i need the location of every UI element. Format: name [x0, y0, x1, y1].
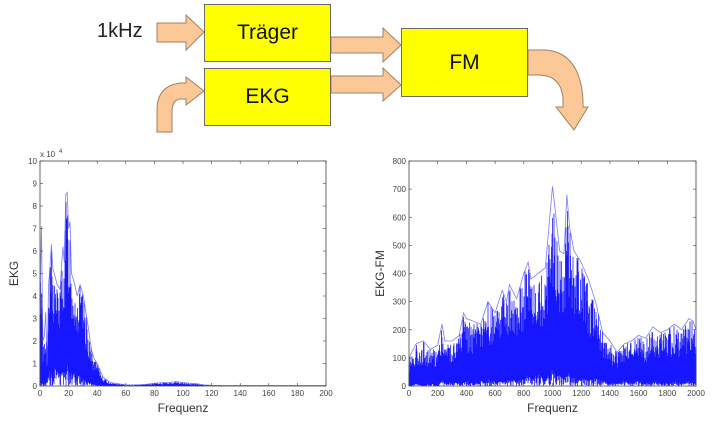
- x-tick-label: 200: [319, 389, 333, 398]
- y-tick-label: 8: [33, 202, 38, 211]
- fm-box: FM: [401, 28, 528, 97]
- carrier-to-fm-arrow: [330, 26, 402, 64]
- x-tick-label: 40: [93, 389, 102, 398]
- spectrum-peak-line: [39, 191, 326, 386]
- y-tick-label: 700: [393, 185, 407, 194]
- y-tick-label: 2: [33, 337, 38, 346]
- x-tick-label: 1000: [544, 389, 562, 398]
- y-tick-label: 200: [393, 326, 407, 335]
- x-tick-label: 200: [431, 389, 445, 398]
- x-tick-label: 2000: [687, 389, 705, 398]
- y-axis-label: EKG-FM: [373, 250, 387, 297]
- x-tick-label: 20: [64, 389, 73, 398]
- x-tick-label: 0: [407, 389, 412, 398]
- x-tick-label: 1400: [601, 389, 619, 398]
- fm-output-curved-arrow: [527, 49, 589, 131]
- x-tick-label: 180: [291, 389, 305, 398]
- y-tick-label: 800: [393, 157, 407, 166]
- y-tick-label: 10: [28, 157, 37, 166]
- carrier-box: Träger: [204, 4, 331, 62]
- x-tick-label: 160: [262, 389, 276, 398]
- y-tick-label: 0: [33, 382, 38, 391]
- x-tick-label: 400: [460, 389, 474, 398]
- x-axis-label: Frequenz: [158, 401, 209, 415]
- ecg-input-curved-arrow: [156, 75, 205, 133]
- x-tick-label: 800: [517, 389, 531, 398]
- x-tick-label: 1800: [658, 389, 676, 398]
- x-tick-label: 1600: [630, 389, 648, 398]
- input-frequency-label: 1kHz: [97, 20, 143, 42]
- x-tick-label: 600: [488, 389, 502, 398]
- y-multiplier-label: x 10: [40, 150, 56, 159]
- x-axis-label: Frequenz: [527, 401, 578, 415]
- y-tick-label: 5: [33, 270, 38, 279]
- input-arrow-1khz: [156, 13, 205, 52]
- y-tick-label: 3: [33, 315, 38, 324]
- x-tick-label: 80: [150, 389, 159, 398]
- y-tick-label: 400: [393, 270, 407, 279]
- signal-flow-arrows: [156, 13, 589, 133]
- y-tick-label: 500: [393, 241, 407, 250]
- y-tick-label: 100: [393, 354, 407, 363]
- spectrum-series: [39, 201, 327, 386]
- x-tick-label: 0: [38, 389, 43, 398]
- y-tick-label: 7: [33, 225, 38, 234]
- y-tick-label: 600: [393, 213, 407, 222]
- y-tick-label: 6: [33, 247, 38, 256]
- y-tick-label: 9: [33, 180, 38, 189]
- y-tick-label: 1: [33, 360, 38, 369]
- x-tick-label: 120: [205, 389, 219, 398]
- x-tick-label: 100: [176, 389, 190, 398]
- ecg-box: EKG: [204, 68, 331, 126]
- ecg-to-fm-arrow: [330, 66, 402, 103]
- x-tick-label: 140: [234, 389, 248, 398]
- spectrum-peak-line: [408, 186, 697, 359]
- x-tick-label: 1200: [572, 389, 590, 398]
- y-tick-label: 300: [393, 298, 407, 307]
- x-tick-label: 60: [121, 389, 130, 398]
- y-axis-label: EKG: [7, 261, 21, 286]
- y-tick-label: 0: [402, 382, 407, 391]
- spectrum-series: [408, 210, 697, 386]
- y-tick-label: 4: [33, 292, 38, 301]
- y-multiplier-exponent: 4: [59, 149, 63, 155]
